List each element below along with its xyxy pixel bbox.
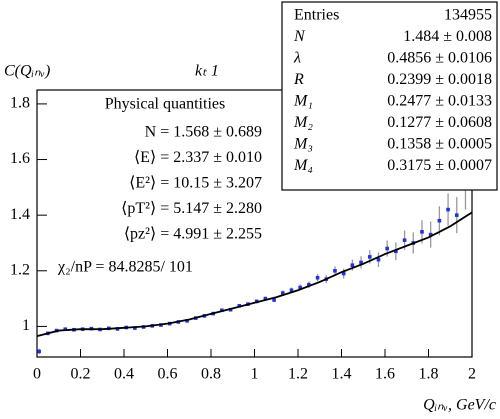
stats-value: 0.2399 ± 0.0018 bbox=[387, 71, 492, 88]
x-tick-label: 0.2 bbox=[71, 366, 91, 383]
x-tick-label: 2 bbox=[468, 366, 476, 383]
stats-value: 0.1277 ± 0.0608 bbox=[387, 114, 492, 131]
quantities-title: Physical quantities bbox=[105, 96, 225, 113]
chi2: χ₂/nP = 84.8285/ 101 bbox=[57, 259, 193, 276]
x-axis-label: Qᵢₙᵥ, GeV/c bbox=[423, 397, 496, 414]
y-tick-label: 1.6 bbox=[10, 150, 30, 167]
data-point bbox=[420, 230, 424, 234]
data-point bbox=[333, 268, 337, 273]
stats-value: 134955 bbox=[444, 7, 492, 24]
data-point bbox=[315, 275, 320, 280]
stats-value: 0.2477 ± 0.0133 bbox=[387, 93, 492, 110]
data-point bbox=[359, 260, 363, 265]
data-point bbox=[280, 291, 285, 295]
x-tick-label: 0.6 bbox=[158, 366, 178, 383]
quantity: ⟨pT²⟩ = 5.147 ± 2.280 bbox=[121, 200, 262, 217]
data-point bbox=[367, 255, 372, 259]
data-point bbox=[341, 271, 346, 276]
data-point bbox=[272, 298, 276, 302]
stats-label: M₁ bbox=[293, 93, 313, 110]
data-point bbox=[454, 213, 459, 217]
data-point bbox=[185, 319, 189, 323]
data-point bbox=[376, 257, 381, 262]
y-tick-label: 1.8 bbox=[10, 95, 30, 112]
data-point bbox=[133, 326, 137, 330]
data-point bbox=[428, 232, 433, 237]
quantity: ⟨pz²⟩ = 4.991 ± 2.255 bbox=[124, 226, 262, 243]
data-point bbox=[394, 249, 398, 254]
stats-value: 0.3175 ± 0.0007 bbox=[387, 157, 492, 174]
stats-label: Entries bbox=[294, 7, 339, 24]
stats-label: N bbox=[293, 28, 306, 45]
x-tick-label: 0.8 bbox=[201, 366, 221, 383]
stats-label: M₃ bbox=[293, 136, 313, 153]
fit-line bbox=[36, 211, 473, 338]
stats-label: M₄ bbox=[293, 157, 313, 174]
chart-subtitle: kₜ 1 bbox=[195, 63, 219, 80]
y-tick-label: 1 bbox=[22, 317, 30, 334]
x-tick-label: 1 bbox=[251, 366, 259, 383]
x-tick-label: 0.4 bbox=[114, 366, 134, 383]
y-tick-label: 1.4 bbox=[10, 206, 30, 223]
quantity: N = 1.568 ± 0.689 bbox=[145, 124, 262, 141]
data-point bbox=[402, 238, 407, 242]
stats-label: λ bbox=[293, 50, 301, 67]
data-point bbox=[37, 349, 41, 354]
x-tick-label: 0 bbox=[33, 366, 41, 383]
stats-value: 0.4856 ± 0.0106 bbox=[387, 50, 492, 67]
data-point bbox=[385, 246, 389, 251]
data-point bbox=[289, 288, 294, 293]
stats-value: 1.484 ± 0.008 bbox=[403, 28, 492, 45]
stats-label: R bbox=[293, 71, 304, 88]
quantity: ⟨E²⟩ = 10.15 ± 3.207 bbox=[129, 175, 262, 192]
x-tick-label: 1.8 bbox=[419, 366, 439, 383]
data-point bbox=[350, 263, 355, 268]
data-point bbox=[307, 282, 311, 287]
quantity: ⟨E⟩ = 2.337 ± 0.010 bbox=[134, 149, 262, 166]
stats-value: 0.1358 ± 0.0005 bbox=[387, 136, 492, 153]
x-tick-label: 1.4 bbox=[332, 366, 352, 383]
stats-label: M₂ bbox=[293, 114, 313, 131]
x-tick-label: 1.2 bbox=[288, 366, 308, 383]
y-tick-label: 1.2 bbox=[10, 261, 30, 278]
x-tick-label: 1.6 bbox=[375, 366, 395, 383]
data-point bbox=[446, 207, 450, 212]
data-point bbox=[437, 218, 442, 223]
data-point bbox=[63, 327, 68, 331]
chart-title: C(Qᵢₙᵥ) bbox=[4, 63, 50, 80]
stats-box bbox=[281, 1, 498, 191]
data-point bbox=[298, 285, 302, 290]
data-point bbox=[263, 296, 268, 301]
